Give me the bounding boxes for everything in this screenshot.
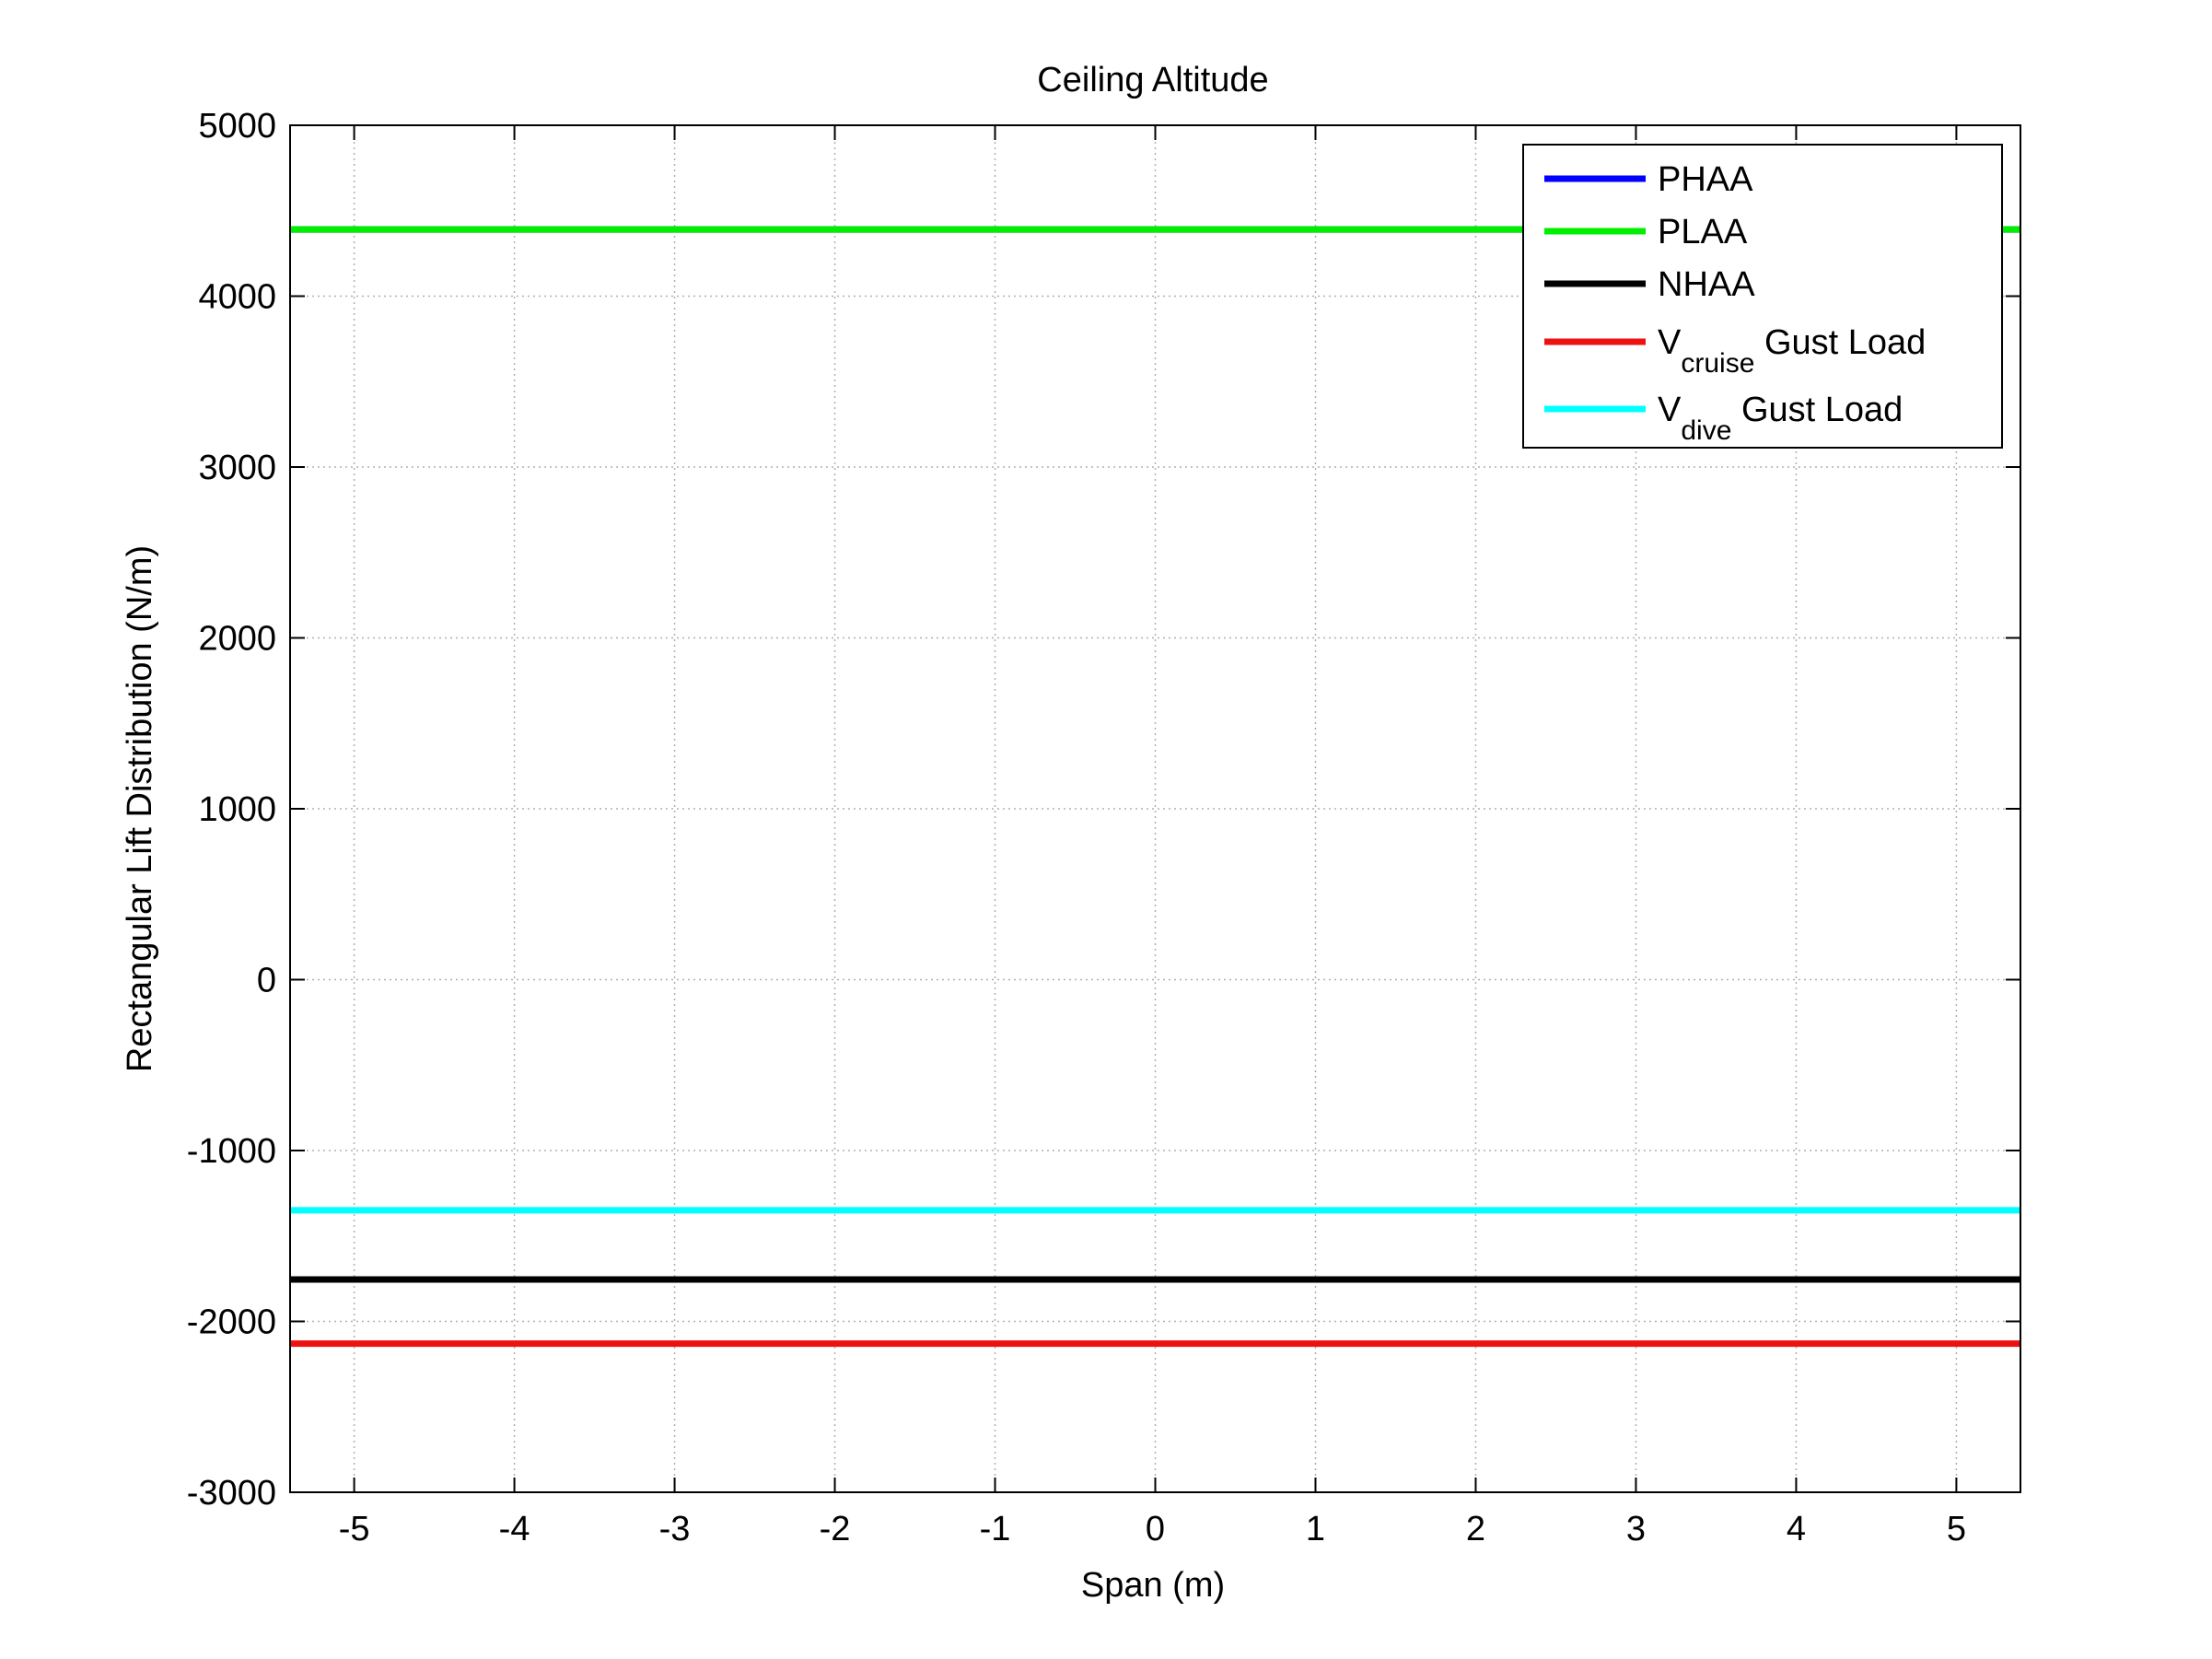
- x-tick-label: 4: [1787, 1510, 1806, 1548]
- x-tick-label: 3: [1626, 1510, 1646, 1548]
- x-tick-label: -3: [659, 1510, 691, 1548]
- x-tick-labels: -5 -4 -3 -2 -1 0 1 2 3 4 5: [339, 1510, 1966, 1548]
- y-tick-label: 3000: [198, 449, 276, 487]
- series-lines: [290, 226, 2020, 1348]
- legend-label: NHAA: [1658, 265, 1755, 304]
- chart-title: Ceiling Altitude: [1037, 61, 1268, 99]
- x-tick-label: 5: [1947, 1510, 1966, 1548]
- x-axis-label: Span (m): [1081, 1566, 1225, 1605]
- x-tick-label: -2: [820, 1510, 851, 1548]
- y-tick-label: 5000: [198, 107, 276, 146]
- axis-ticks: [290, 124, 2020, 1493]
- y-tick-label: 0: [257, 962, 276, 1000]
- plot-area-border: [289, 124, 2021, 1493]
- y-tick-label: 4000: [198, 278, 276, 317]
- x-tick-label: -1: [980, 1510, 1011, 1548]
- x-tick-label: -5: [339, 1510, 370, 1548]
- y-tick-label: -2000: [187, 1303, 276, 1342]
- y-tick-label: 2000: [198, 620, 276, 659]
- legend-label: PHAA: [1658, 160, 1753, 199]
- x-tick-label: 1: [1306, 1510, 1325, 1548]
- y-axis-label: Rectangular Lift Distribution (N/m): [121, 545, 159, 1072]
- y-tick-label: -3000: [187, 1474, 276, 1513]
- y-tick-label: 1000: [198, 790, 276, 829]
- legend-label: PLAA: [1658, 213, 1748, 251]
- x-tick-label: 0: [1146, 1510, 1165, 1548]
- legend-box: [1522, 144, 2003, 449]
- y-tick-labels: -3000 -2000 -1000 0 1000 2000 3000 4000 5000: [187, 107, 276, 1513]
- y-tick-label: -1000: [187, 1132, 276, 1171]
- x-tick-label: -4: [499, 1510, 530, 1548]
- x-tick-label: 2: [1466, 1510, 1485, 1548]
